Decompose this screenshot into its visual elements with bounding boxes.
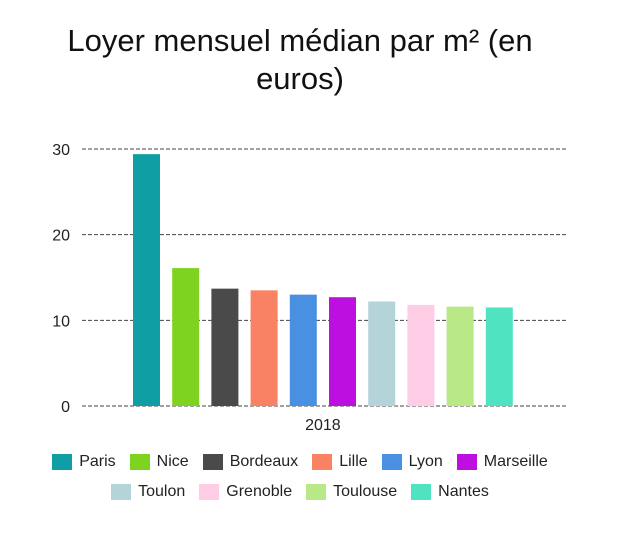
legend: Paris Nice Bordeaux Lille Lyon Marseille Toul… [0, 450, 600, 510]
x-category-label: 2018 [305, 417, 341, 434]
y-tick-label: 30 [52, 142, 70, 159]
bar-toulouse [446, 306, 474, 406]
bar-lille [250, 290, 278, 406]
bar-paris [133, 154, 160, 406]
legend-label: Nantes [438, 483, 489, 500]
bar-nice [172, 268, 200, 406]
legend-label: Paris [79, 453, 116, 470]
legend-swatch [129, 454, 150, 470]
legend-item: Nantes [411, 483, 489, 501]
legend-item: Nice [129, 453, 189, 471]
legend-row: Paris Nice Bordeaux Lille Lyon Marseille [0, 450, 600, 474]
legend-swatch [306, 484, 327, 500]
legend-item: Lille [312, 453, 368, 471]
legend-swatch [111, 484, 132, 500]
legend-label: Lille [339, 453, 368, 470]
legend-item: Toulon [111, 483, 185, 501]
legend-item: Toulouse [306, 483, 397, 501]
y-tick-label: 0 [61, 399, 70, 416]
legend-swatch [199, 484, 220, 500]
bar-nantes [485, 307, 513, 406]
legend-label: Marseille [483, 453, 548, 470]
chart-title: Loyer mensuel médian par m² (en euros) [0, 22, 600, 98]
legend-item: Grenoble [199, 483, 292, 501]
legend-swatch [52, 454, 73, 470]
legend-row: Toulon Grenoble Toulouse Nantes [0, 480, 600, 504]
legend-label: Toulon [138, 483, 186, 500]
bar-bordeaux [211, 288, 239, 406]
y-tick-label: 10 [52, 313, 70, 330]
bar-marseille [329, 297, 356, 406]
legend-swatch [456, 454, 477, 470]
legend-label: Bordeaux [229, 453, 299, 470]
y-tick-label: 20 [52, 228, 70, 245]
legend-swatch [411, 484, 432, 500]
legend-item: Marseille [456, 453, 548, 471]
legend-item: Paris [52, 453, 116, 471]
legend-swatch [202, 454, 223, 470]
legend-label: Nice [156, 453, 189, 470]
legend-swatch [312, 454, 333, 470]
legend-label: Lyon [408, 453, 443, 470]
bar-chart: 0 10 20 30 2018 [52, 142, 566, 434]
legend-label: Toulouse [333, 483, 398, 500]
bar-toulon [368, 301, 396, 406]
legend-item: Bordeaux [202, 453, 299, 471]
chart-title-line-2: euros) [256, 61, 344, 96]
legend-label: Grenoble [226, 483, 293, 500]
chart-title-line-1: Loyer mensuel médian par m² (en [67, 23, 533, 58]
bar-grenoble [407, 304, 435, 406]
legend-swatch [381, 454, 402, 470]
legend-item: Lyon [381, 453, 443, 471]
bar-lyon [289, 294, 317, 406]
